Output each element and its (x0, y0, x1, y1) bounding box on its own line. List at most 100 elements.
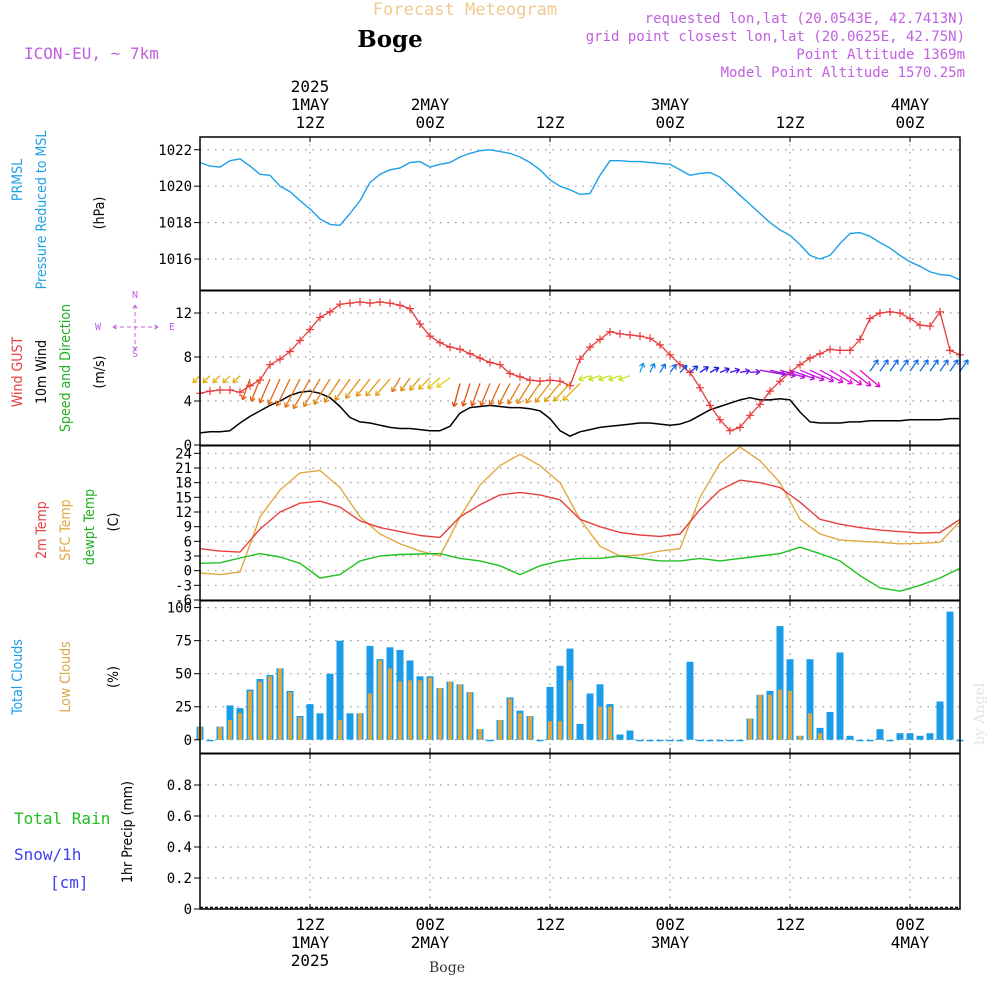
wind-arrow (284, 378, 301, 408)
y-tick-label: 21 (175, 461, 192, 477)
low-cloud-bar (518, 713, 522, 740)
wind-arrow (699, 366, 709, 373)
low-cloud-bar (298, 717, 302, 740)
gust-marker (906, 314, 914, 323)
wind-arrow (949, 359, 959, 372)
wind-arrow (749, 368, 761, 376)
wind-arrow (516, 383, 531, 405)
gust-marker (716, 415, 724, 424)
wind-arrow (202, 375, 211, 384)
y-tick-label: 25 (175, 700, 192, 716)
compass-w: W (95, 322, 102, 333)
y-tick-label: 1018 (158, 216, 192, 232)
wind-arrow (562, 382, 581, 402)
total-cloud-bar (736, 739, 744, 742)
wind-arrow (719, 367, 730, 374)
low-cloud-bar (548, 721, 552, 740)
wind-arrow (507, 383, 521, 405)
total-cloud-bar (846, 735, 854, 740)
chart-frame (199, 136, 961, 910)
wind-arrow (365, 378, 381, 397)
dewpt-line (199, 546, 961, 592)
wind-arrow (313, 378, 331, 405)
gust-marker (896, 309, 904, 317)
time-label-bottom: 3MAY (651, 933, 690, 952)
compass-s: S (132, 349, 138, 360)
y-tick-label: 0 (184, 564, 192, 580)
gust-marker (316, 313, 324, 322)
y-tick-label: 4 (184, 394, 192, 410)
wind-arrow (334, 378, 351, 401)
wind-arrow (479, 383, 491, 407)
sfc-temp-label: SFC Temp (58, 499, 74, 560)
low-cloud-bar (748, 718, 752, 740)
low-cloud-bar (428, 677, 432, 740)
gust-marker (506, 369, 514, 378)
gust-marker (376, 298, 384, 306)
wind-arrow (488, 383, 501, 406)
wind-arrow (859, 369, 881, 388)
gust-marker (936, 307, 944, 316)
label-layer: 101610181020102204812-6-3036912151821240… (10, 77, 930, 970)
time-label-top: 12Z (776, 113, 805, 132)
wind-arrow (525, 383, 541, 404)
wind-arrow (222, 375, 231, 384)
cloud-unit: (%) (106, 666, 122, 688)
wind-arrow (427, 377, 441, 389)
wind-arrow (267, 378, 281, 406)
gust-marker (676, 360, 684, 369)
total-cloud-bar (686, 661, 694, 740)
low-cloud-bar (438, 688, 442, 740)
low-cloud-bar (768, 694, 772, 740)
y-tick-label: 6 (184, 534, 192, 550)
total-cloud-bar (536, 739, 544, 742)
wind-arrow (919, 359, 929, 372)
total-cloud-bar (826, 712, 834, 740)
wind-arrow (669, 363, 677, 373)
total-cloud-bar (646, 739, 654, 742)
gust-marker (446, 343, 454, 352)
gust-marker (366, 299, 374, 308)
low-cloud-bar (528, 716, 532, 740)
footer-location: Boge (429, 960, 465, 976)
gust-marker (836, 346, 844, 355)
gust-marker (526, 376, 534, 385)
wind-label: 10m Wind (34, 340, 50, 404)
time-label-top: 2025 (291, 77, 330, 96)
wind-arrow (451, 383, 461, 408)
low-cloud-bar (458, 684, 462, 740)
gust-marker (346, 299, 354, 308)
y-tick-label: 8 (184, 350, 192, 366)
y-tick-label: -6 (175, 593, 192, 609)
total-cloud-bar (726, 739, 734, 742)
time-label-bottom: 00Z (416, 915, 445, 934)
gust-marker (386, 299, 394, 308)
low-cloud-bar (358, 713, 362, 740)
low-clouds-label: Low Clouds (58, 641, 74, 712)
y-tick-label: 1022 (158, 143, 192, 159)
temp-2m-label: 2m Temp (34, 501, 50, 559)
wind-arrow (909, 359, 919, 372)
pressure-label: Pressure Reduced to MSL (34, 131, 50, 290)
low-cloud-bar (418, 680, 422, 740)
time-label-top: 3MAY (651, 95, 690, 114)
y-tick-label: 0.2 (167, 871, 192, 887)
time-label-bottom: 12Z (776, 915, 805, 934)
gust-marker (486, 358, 494, 367)
time-label-bottom: 12Z (296, 915, 325, 934)
total-cloud-bar (316, 713, 324, 740)
y-tick-label: 9 (184, 520, 192, 536)
model-altitude: Model Point Altitude 1570.25m (721, 65, 965, 81)
time-label-bottom: 00Z (656, 915, 685, 934)
gust-marker (576, 355, 584, 364)
wind-arrow (889, 359, 899, 372)
wind-arrow (345, 378, 361, 399)
gust-marker (846, 346, 854, 355)
wind-arrow (839, 369, 863, 386)
wind-arrow (879, 359, 889, 372)
gust-marker (726, 426, 734, 435)
gust-marker (226, 386, 234, 394)
wind-arrow (618, 375, 631, 382)
y-tick-label: 0.8 (167, 778, 192, 794)
compass-e: E (169, 322, 175, 333)
